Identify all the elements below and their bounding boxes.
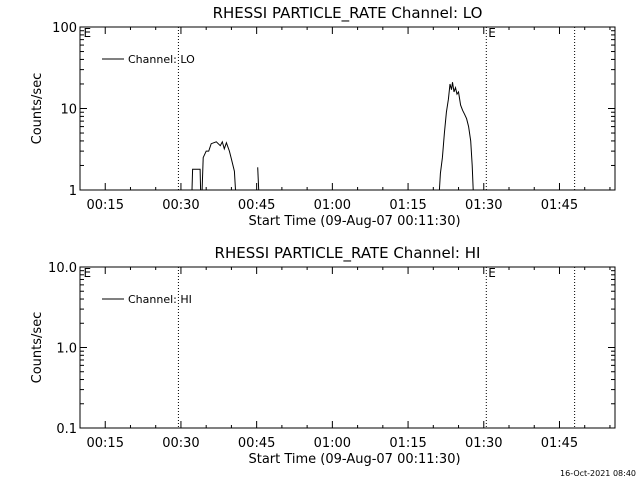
y-tick-label: 1 [69,184,77,199]
x-tick-label: 01:30 [465,198,502,213]
event-marker-label: E [488,266,496,280]
y-axis-label: Counts/sec [30,312,45,384]
x-tick-label: 01:15 [389,436,426,451]
legend-label: Channel: LO [128,53,195,66]
x-tick-label: 00:15 [87,436,124,451]
x-tick-label: 00:15 [87,198,124,213]
x-tick-label: 00:30 [162,436,199,451]
plot-frame [79,266,616,429]
series-line-segment [191,140,236,191]
series-line-segment [438,82,474,191]
y-tick-label: 100 [52,21,77,36]
x-tick-label: 00:30 [162,198,199,213]
y-tick-label: 10 [60,103,77,118]
x-tick-label: 01:00 [314,436,351,451]
chart-title: RHESSI PARTICLE_RATE Channel: HI [215,244,481,263]
event-marker-label: E [488,26,496,40]
x-tick-label: 00:45 [238,436,275,451]
chart-title: RHESSI PARTICLE_RATE Channel: LO [213,4,483,23]
series-line-segment [257,167,260,191]
x-tick-label: 00:45 [238,198,275,213]
x-axis-label: Start Time (09-Aug-07 00:11:30) [248,452,460,467]
panel-lo: RHESSI PARTICLE_RATE Channel: LO 00:15 00:… [30,4,616,229]
y-tick-label: 10.0 [48,261,77,276]
x-tick-label: 01:15 [389,198,426,213]
plot-frame [79,26,616,191]
timestamp-footer: 16-Oct-2021 08:40 [560,469,636,478]
y-axis-label: Counts/sec [30,73,45,145]
x-tick-label: 01:30 [465,436,502,451]
x-tick-label: 01:45 [541,436,578,451]
y-tick-label: 0.1 [56,422,77,437]
panel-hi: RHESSI PARTICLE_RATE Channel: HI 00:15 00:… [30,244,616,467]
x-tick-label: 01:00 [314,198,351,213]
x-tick-label: 01:45 [541,198,578,213]
legend-label: Channel: HI [128,293,192,306]
x-axis-label: Start Time (09-Aug-07 00:11:30) [248,214,460,229]
event-marker-label: E [84,266,92,280]
y-tick-label: 1.0 [56,342,77,357]
event-marker-label: E [84,26,92,40]
